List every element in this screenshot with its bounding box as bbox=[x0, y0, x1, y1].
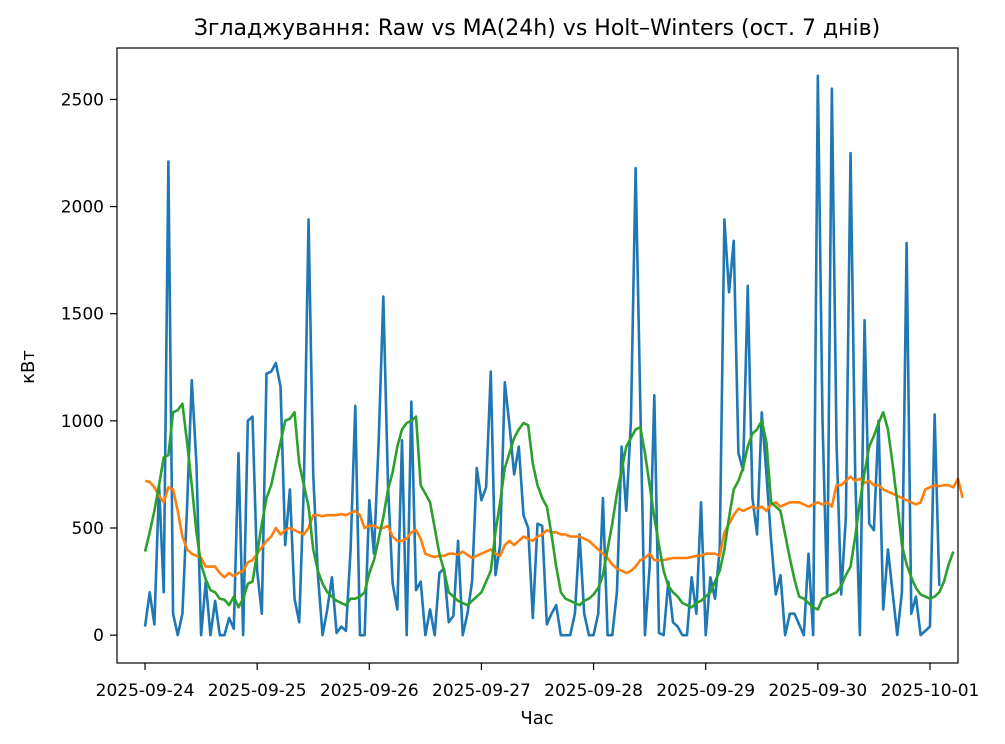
x-tick-label: 2025-09-30 bbox=[768, 681, 867, 701]
y-tick-label: 500 bbox=[72, 519, 104, 539]
y-axis-label: кВт bbox=[18, 350, 39, 384]
axes-layer: 2025-09-24 2025-09-25 2025-09-26 2025-09-27… bbox=[61, 90, 980, 701]
series-line-2 bbox=[144, 475, 964, 579]
chart-title: Згладжування: Raw vs MA(24h) vs Holt–Win… bbox=[194, 16, 880, 41]
x-tick-label: 2025-09-25 bbox=[208, 681, 307, 701]
x-tick-label: 2025-09-28 bbox=[544, 681, 643, 701]
series-line-1 bbox=[143, 74, 941, 637]
series-layer bbox=[143, 74, 964, 637]
x-axis-label: Час bbox=[520, 708, 553, 729]
plot-frame bbox=[116, 47, 959, 664]
x-tick-label: 2025-09-27 bbox=[432, 681, 531, 701]
series-line-3 bbox=[143, 402, 955, 611]
x-tick-label: 2025-10-01 bbox=[881, 681, 980, 701]
x-tick-label: 2025-09-24 bbox=[96, 681, 195, 701]
y-tick-label: 1000 bbox=[61, 412, 104, 432]
y-tick-label: 1500 bbox=[61, 305, 104, 325]
x-tick-label: 2025-09-26 bbox=[320, 681, 419, 701]
y-tick-label: 0 bbox=[93, 626, 104, 646]
x-tick-label: 2025-09-29 bbox=[656, 681, 755, 701]
y-tick-label: 2500 bbox=[61, 90, 104, 110]
y-tick-label: 2000 bbox=[61, 198, 104, 218]
